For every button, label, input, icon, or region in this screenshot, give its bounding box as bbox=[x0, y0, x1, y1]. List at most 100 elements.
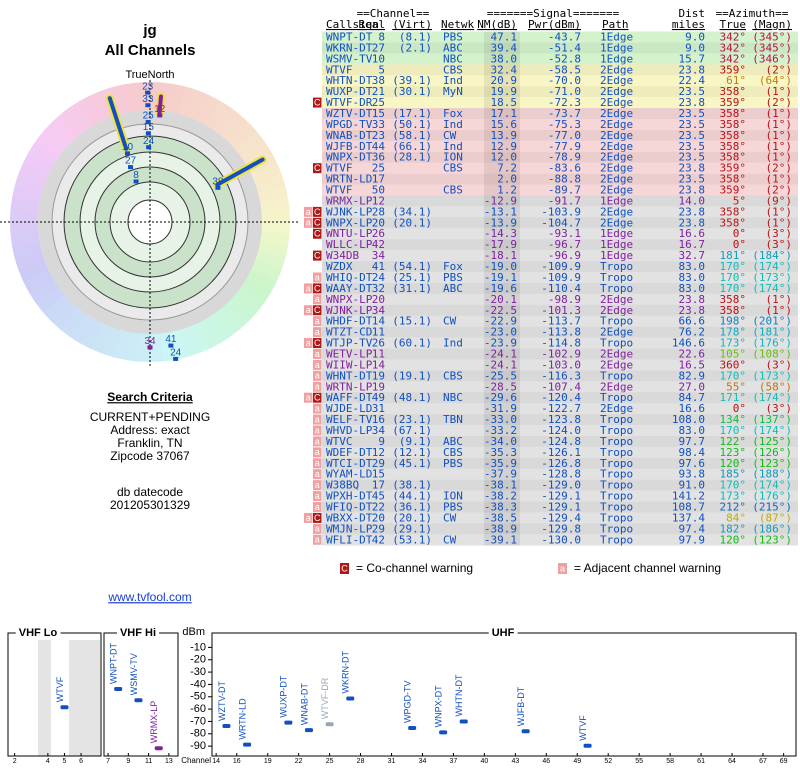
north-label: TrueNorth bbox=[125, 69, 174, 81]
row-background bbox=[322, 250, 798, 262]
cell: 23.8 bbox=[679, 162, 706, 175]
station-bar bbox=[521, 729, 530, 734]
row-background bbox=[322, 435, 798, 448]
cell: -109.9 bbox=[541, 271, 581, 284]
nm-shade bbox=[484, 348, 520, 360]
station-bar bbox=[459, 719, 468, 724]
row-background bbox=[322, 490, 798, 502]
azimuth-ring bbox=[42, 122, 72, 151]
cell: Ind bbox=[443, 74, 463, 87]
cell: (29.1) bbox=[392, 522, 432, 535]
cell: WIIW-LP bbox=[326, 358, 373, 371]
x-tick-label: 9 bbox=[126, 758, 130, 765]
cell: WHNT-DT bbox=[326, 369, 373, 382]
spectrum: VHF Lo 2 4 5 6 VHF Hi 7 9 11 13 UHF 14 16 19 22 25 28 31 3… bbox=[7, 626, 797, 765]
cell: 26 bbox=[372, 227, 385, 240]
warning-box bbox=[313, 403, 322, 414]
cell: Tropo bbox=[600, 468, 633, 481]
criteria-heading: Search Criteria bbox=[107, 390, 193, 404]
x-tick-label: 13 bbox=[165, 758, 173, 765]
cell: (181°) bbox=[752, 326, 792, 339]
cell: 0° bbox=[733, 227, 746, 240]
cell: 1Edge bbox=[600, 52, 633, 65]
cell: (50.1) bbox=[392, 118, 432, 131]
cell: 32.7 bbox=[679, 249, 706, 262]
cell: Tropo bbox=[600, 446, 633, 459]
cell: 17 bbox=[372, 173, 385, 186]
nm-shade bbox=[484, 42, 520, 54]
cell: 34 bbox=[372, 424, 386, 437]
cell: (8.1) bbox=[399, 31, 432, 44]
azimuth-ring bbox=[251, 259, 282, 282]
cell: 173° bbox=[720, 490, 747, 503]
cell: 25 bbox=[372, 96, 385, 109]
x-tick-label: 14 bbox=[212, 758, 220, 765]
site-link[interactable]: www.tvfool.com bbox=[107, 590, 191, 604]
cell: 2Edge bbox=[600, 85, 633, 98]
azimuth-ring bbox=[35, 131, 65, 159]
cell: Tropo bbox=[600, 500, 633, 513]
cell: (1°) bbox=[766, 216, 793, 229]
cell: Ind bbox=[443, 337, 463, 350]
row-stripe bbox=[322, 64, 798, 76]
panel-title: VHF Hi bbox=[120, 627, 156, 639]
x-tick-label: 25 bbox=[326, 758, 334, 765]
warning-box bbox=[313, 491, 322, 502]
cell: (174°) bbox=[752, 282, 792, 295]
cell: (1°) bbox=[766, 129, 793, 142]
marker bbox=[145, 103, 151, 108]
cell: (137°) bbox=[752, 413, 792, 426]
row-background bbox=[322, 512, 798, 524]
station-bar bbox=[243, 742, 252, 747]
y-tick-label: -80 bbox=[190, 728, 206, 740]
cell: 44 bbox=[372, 140, 386, 153]
cell: 17 bbox=[372, 479, 385, 492]
cell: -58.5 bbox=[548, 63, 581, 76]
x-tick-label: 2 bbox=[13, 758, 17, 765]
cell: (64°) bbox=[759, 74, 792, 87]
cell: CBS bbox=[443, 446, 463, 459]
warning-mark: a bbox=[315, 535, 320, 545]
warning-box bbox=[313, 305, 322, 316]
cell: 2Edge bbox=[600, 304, 633, 317]
warning-mark: a bbox=[315, 349, 320, 359]
cell: WAFF-DT bbox=[326, 391, 373, 404]
cell: (1°) bbox=[766, 107, 793, 120]
warning-box bbox=[313, 469, 322, 480]
cell: WBXX-DT bbox=[326, 511, 373, 524]
cell: NBC bbox=[443, 52, 463, 65]
cell: (2°) bbox=[766, 162, 793, 175]
azimuth-ring bbox=[187, 90, 210, 121]
cell: 22.4 bbox=[679, 74, 706, 87]
cell: 23.5 bbox=[679, 129, 706, 142]
cell: WAAY-DT bbox=[326, 282, 373, 295]
cell: WNPX-LP bbox=[326, 216, 373, 229]
cell: 83.0 bbox=[679, 260, 706, 273]
cell: Tropo bbox=[600, 479, 633, 492]
x-tick-label: 19 bbox=[264, 758, 272, 765]
cell: WTVF bbox=[326, 63, 353, 76]
cell: (3°) bbox=[766, 358, 793, 371]
cell: WKRN-DT bbox=[326, 41, 373, 54]
azimuth-ring bbox=[205, 100, 231, 131]
station-bar bbox=[304, 728, 313, 733]
column-header: miles bbox=[672, 18, 705, 31]
row-background bbox=[322, 86, 798, 98]
cell: PBS bbox=[443, 31, 463, 44]
azimuth-ring bbox=[241, 277, 272, 303]
cell: (1°) bbox=[766, 205, 793, 218]
column-header: Netwk bbox=[441, 18, 474, 31]
cell: 12.9 bbox=[491, 140, 518, 153]
cell: 171° bbox=[720, 391, 747, 404]
row-stripe bbox=[322, 151, 798, 163]
warning-mark: a bbox=[315, 371, 320, 381]
cell: -88.8 bbox=[548, 173, 581, 186]
group-header: Dist bbox=[679, 7, 706, 20]
cell: PBS bbox=[443, 457, 463, 470]
cell: WTVC bbox=[326, 435, 353, 448]
cell: 2Edge bbox=[600, 107, 633, 120]
cell: (9°) bbox=[766, 194, 793, 207]
nm-shade bbox=[484, 195, 520, 207]
azimuth-ring bbox=[79, 318, 104, 350]
cell: (54.1) bbox=[392, 260, 432, 273]
